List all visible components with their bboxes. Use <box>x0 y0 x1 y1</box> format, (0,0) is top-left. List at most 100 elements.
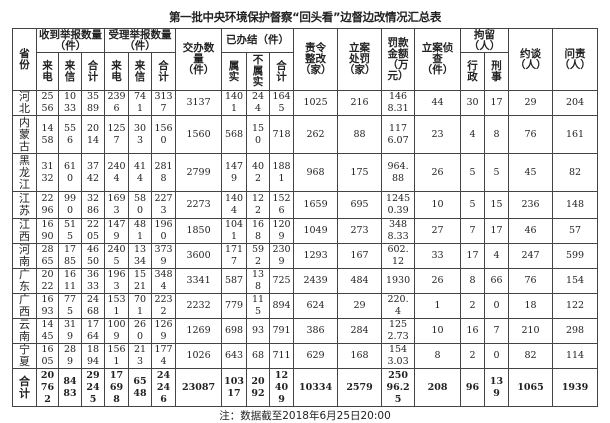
value-cell: 88 <box>337 115 383 154</box>
value-cell: 175 <box>337 153 383 192</box>
value-cell: 1009 <box>104 318 130 344</box>
value-cell: 68 <box>246 343 271 369</box>
value-cell: 1334 <box>128 243 153 269</box>
value-cell: 587 <box>221 268 248 294</box>
value-cell: 319 <box>58 318 82 344</box>
value-cell: 1764 <box>80 318 106 344</box>
value-cell: 2205 <box>80 218 106 244</box>
value-cell: 1025 <box>293 90 339 116</box>
value-cell: 599 <box>552 243 599 269</box>
header-accepted-letter: 来信 <box>128 52 153 91</box>
value-cell: 791 <box>269 318 295 344</box>
value-cell: 10 <box>414 318 462 344</box>
header-received-total: 合计 <box>80 52 106 91</box>
total-row: 合计 20762 8483 29245 17698 6548 24246 23087 10317… <box>12 368 599 407</box>
value-cell: 1293 <box>293 243 339 269</box>
value-cell: 25096.25 <box>381 368 416 407</box>
value-cell: 16 <box>460 318 486 344</box>
header-not-true: 不属实 <box>246 52 271 91</box>
value-cell: 1257 <box>104 115 130 154</box>
value-cell: 26 <box>414 268 462 294</box>
province-cell: 合计 <box>12 368 37 407</box>
value-cell: 1939 <box>552 368 599 407</box>
value-cell: 289 <box>58 343 82 369</box>
header-concluded: 已办结（件） <box>221 28 295 53</box>
header-interview: 约谈（人） <box>508 28 554 91</box>
value-cell: 216 <box>337 90 383 116</box>
header-assigned: 交办数量（件） <box>175 28 223 91</box>
value-cell: 2818 <box>151 153 177 192</box>
table-row: 广西 1693 775 2468 1531 701 2232 2232 779 115 894 624… <box>12 293 599 319</box>
value-cell: 96 <box>460 368 486 407</box>
value-cell: 1041 <box>221 218 248 244</box>
value-cell: 161 <box>552 115 599 154</box>
value-cell: 12409 <box>269 368 295 407</box>
value-cell: 725 <box>269 268 295 294</box>
value-cell: 45 <box>508 153 554 192</box>
value-cell: 154 <box>552 268 599 294</box>
value-cell: 414 <box>128 153 153 192</box>
table-row: 江西 1690 515 2205 1479 481 1960 1850 1041 168 1209 1… <box>12 218 599 244</box>
value-cell: 1526 <box>269 191 295 219</box>
value-cell: 1930 <box>381 268 416 294</box>
value-cell: 701 <box>128 293 153 319</box>
value-cell: 1693 <box>104 191 130 219</box>
province-cell: 河北 <box>12 90 37 116</box>
value-cell: 10317 <box>221 368 248 407</box>
value-cell: 10334 <box>293 368 339 407</box>
value-cell: 698 <box>221 318 248 344</box>
value-cell: 33 <box>414 243 462 269</box>
value-cell: 3600 <box>175 243 223 269</box>
value-cell: 2273 <box>175 191 223 219</box>
value-cell: 402 <box>246 153 271 192</box>
header-rectify: 责令整改（家） <box>293 28 339 91</box>
value-cell: 4 <box>484 243 510 269</box>
value-cell: 990 <box>58 191 82 219</box>
province-cell: 黑龙江 <box>12 153 37 192</box>
value-cell: 2022 <box>36 268 59 294</box>
value-cell: 27 <box>414 218 462 244</box>
province-cell: 宁夏 <box>12 343 37 369</box>
value-cell: 1963 <box>104 268 130 294</box>
value-cell: 2556 <box>36 90 59 116</box>
value-cell: 3341 <box>175 268 223 294</box>
table-row: 江苏 2296 990 3286 1693 580 2273 2273 1404 122 1526 1… <box>12 191 599 219</box>
value-cell: 17 <box>484 90 510 116</box>
value-cell: 1401 <box>221 90 248 116</box>
value-cell: 29 <box>337 293 383 319</box>
value-cell: 894 <box>269 293 295 319</box>
value-cell: 1033 <box>58 90 82 116</box>
province-cell: 江西 <box>12 218 37 244</box>
value-cell: 220.4 <box>381 293 416 319</box>
value-cell: 775 <box>58 293 82 319</box>
value-cell: 244 <box>246 90 271 116</box>
header-investigate: 立案侦查（件） <box>414 28 462 91</box>
province-cell: 江苏 <box>12 191 37 219</box>
value-cell: 1209 <box>269 218 295 244</box>
value-cell: 1176.07 <box>381 115 416 154</box>
value-cell: 168 <box>337 343 383 369</box>
value-cell: 236 <box>508 191 554 219</box>
value-cell: 10 <box>414 191 462 219</box>
value-cell: 2405 <box>104 243 130 269</box>
value-cell: 44 <box>414 90 462 116</box>
value-cell: 8 <box>460 268 486 294</box>
value-cell: 2468 <box>80 293 106 319</box>
value-cell: 556 <box>58 115 82 154</box>
value-cell: 624 <box>293 293 339 319</box>
value-cell: 66 <box>484 268 510 294</box>
value-cell: 1717 <box>221 243 248 269</box>
value-cell: 1690 <box>36 218 59 244</box>
value-cell: 1850 <box>175 218 223 244</box>
value-cell: 284 <box>337 318 383 344</box>
header-fine: 罚款金额（万元） <box>381 28 416 91</box>
value-cell: 204 <box>552 90 599 116</box>
value-cell: 15 <box>484 191 510 219</box>
value-cell: 4 <box>460 115 486 154</box>
value-cell: 46 <box>508 218 554 244</box>
value-cell: 1960 <box>151 218 177 244</box>
value-cell: 168 <box>246 218 271 244</box>
value-cell: 4650 <box>80 243 106 269</box>
value-cell: 262 <box>293 115 339 154</box>
value-cell: 122 <box>246 191 271 219</box>
